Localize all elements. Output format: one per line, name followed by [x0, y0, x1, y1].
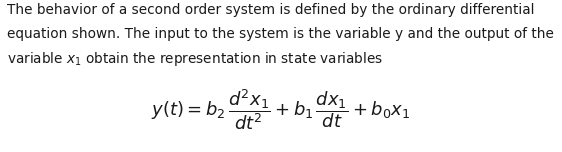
- Text: The behavior of a second order system is defined by the ordinary differential: The behavior of a second order system is…: [7, 3, 535, 17]
- Text: equation shown. The input to the system is the variable y and the output of the: equation shown. The input to the system …: [7, 27, 554, 41]
- Text: $y(t) = b_2\,\dfrac{d^2x_1}{dt^2} + b_1\,\dfrac{dx_1}{dt} + b_0 x_1$: $y(t) = b_2\,\dfrac{d^2x_1}{dt^2} + b_1\…: [151, 87, 411, 132]
- Text: variable $x_1$ obtain the representation in state variables: variable $x_1$ obtain the representation…: [7, 50, 383, 68]
